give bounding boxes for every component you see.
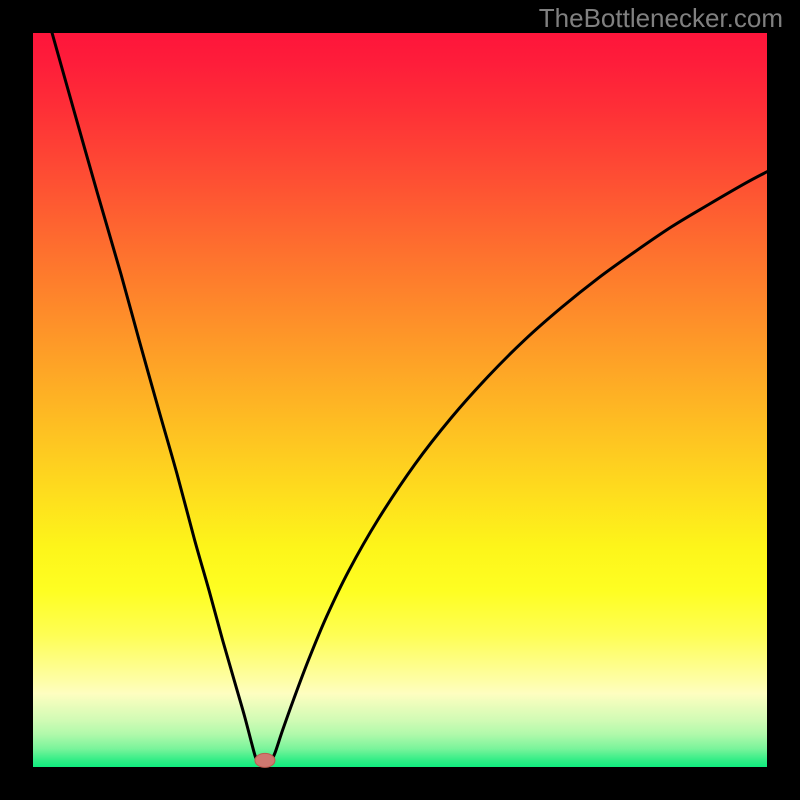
watermark-text: TheBottlenecker.com — [539, 3, 783, 34]
chart-frame: TheBottlenecker.com — [0, 0, 800, 800]
vertex-marker — [255, 753, 275, 767]
chart-svg — [0, 0, 800, 800]
plot-background-gradient — [33, 33, 767, 767]
